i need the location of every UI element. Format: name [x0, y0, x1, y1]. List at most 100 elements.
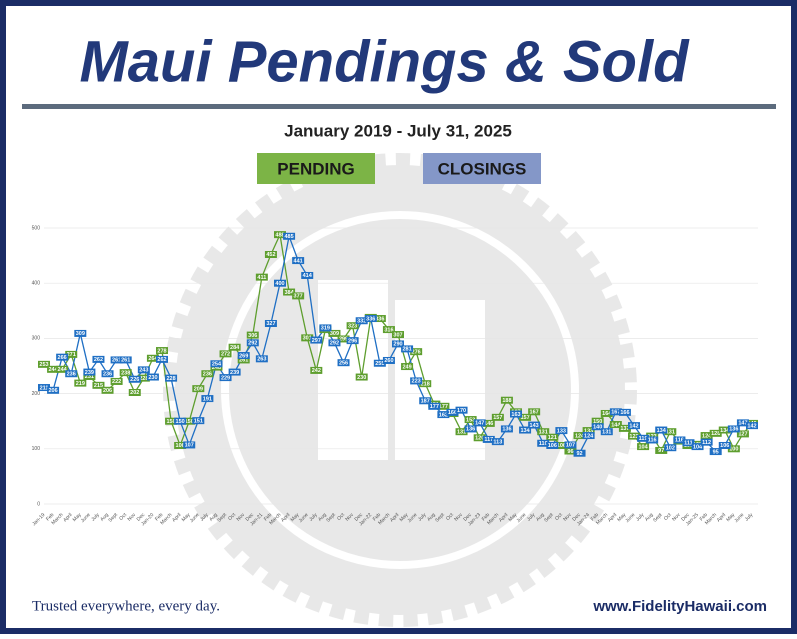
value-label-box: [727, 425, 740, 433]
x-tick-label: Dec: [354, 512, 365, 523]
value-label-box: [110, 377, 123, 385]
value-label-box: [546, 433, 559, 441]
value-label-box: [364, 315, 377, 323]
value-label-box: [165, 417, 178, 425]
value-label-box: [428, 402, 441, 410]
value-label: 254: [212, 362, 222, 368]
x-tick-label: Aug: [426, 512, 437, 523]
value-label: 124: [702, 433, 712, 439]
value-label: 299: [339, 337, 348, 343]
value-label: 136: [502, 427, 511, 433]
value-label: 162: [439, 412, 448, 418]
value-label-box: [419, 380, 432, 388]
value-label-box: [382, 356, 395, 364]
value-label: 231: [85, 374, 94, 380]
legend-label: CLOSINGS: [438, 159, 527, 178]
legend-swatch: [257, 153, 375, 184]
value-label: 332: [357, 318, 366, 324]
value-label-box: [237, 352, 250, 360]
x-tick-label: Oct: [445, 512, 455, 522]
value-label-box: [491, 413, 504, 421]
value-label: 226: [130, 377, 139, 383]
value-label-box: [328, 339, 341, 347]
value-label: 187: [421, 399, 430, 405]
x-tick-label: July: [90, 512, 101, 523]
value-label-box: [74, 329, 87, 337]
value-label-box: [528, 408, 541, 416]
x-tick-label: Nov: [562, 512, 573, 523]
value-label-box: [410, 377, 423, 385]
value-label-box: [464, 425, 477, 433]
value-label-box: [165, 374, 178, 382]
y-tick-label: 0: [37, 501, 40, 507]
value-label-box: [128, 375, 141, 383]
x-tick-label: April: [389, 512, 400, 523]
value-label: 142: [747, 423, 756, 429]
value-label-box: [255, 273, 268, 281]
y-tick-label: 200: [32, 391, 41, 397]
value-label-box: [255, 355, 268, 363]
value-label-box: [292, 257, 305, 265]
value-label-box: [709, 429, 722, 437]
x-tick-label: Aug: [208, 512, 219, 523]
value-label: 414: [303, 273, 313, 279]
value-label: 188: [502, 398, 511, 404]
value-label: 272: [221, 352, 230, 358]
value-label-box: [38, 384, 50, 392]
value-label: 151: [194, 418, 203, 424]
value-label-box: [137, 374, 150, 382]
value-label: 253: [39, 362, 48, 368]
x-tick-label: April: [62, 512, 73, 523]
x-tick-label: Sept: [216, 512, 228, 524]
x-tick-label: Dec: [571, 512, 582, 523]
value-label: 215: [94, 383, 103, 389]
x-tick-label: Feb: [45, 512, 55, 522]
x-tick-label: April: [171, 512, 182, 523]
x-tick-label: Oct: [663, 512, 673, 522]
value-label-box: [74, 379, 87, 387]
x-tick-label: Oct: [554, 512, 564, 522]
value-label-box: [609, 421, 622, 429]
value-label: 411: [257, 275, 266, 281]
value-label-box: [119, 369, 132, 377]
value-label: 177: [439, 404, 448, 410]
value-label-box: [500, 425, 513, 433]
value-label: 131: [666, 429, 675, 435]
value-label-box: [201, 370, 214, 378]
value-label: 230: [148, 375, 157, 381]
value-label-box: [38, 360, 50, 368]
value-label-box: [482, 435, 495, 443]
value-label-box: [101, 386, 114, 394]
value-label: 261: [112, 358, 121, 364]
value-label: 242: [312, 368, 321, 374]
value-label-box: [455, 406, 468, 414]
value-label: 133: [584, 428, 593, 434]
value-label: 238: [121, 370, 130, 376]
value-label: 319: [321, 326, 330, 332]
value-label: 102: [666, 445, 675, 451]
value-label: 255: [375, 361, 384, 367]
value-label: 131: [602, 429, 611, 435]
value-label: 260: [384, 358, 393, 364]
value-label-box: [582, 427, 595, 435]
x-tick-label: April: [280, 512, 291, 523]
value-label-box: [355, 373, 368, 381]
x-tick-label: Nov: [236, 512, 247, 523]
value-label: 228: [139, 376, 148, 382]
value-label: 262: [157, 357, 166, 363]
x-tick-label: Aug: [535, 512, 546, 523]
value-label: 111: [684, 440, 693, 446]
value-label: 136: [466, 427, 475, 433]
value-label-box: [664, 444, 677, 452]
value-label: 244: [48, 367, 58, 373]
value-label: 116: [675, 438, 684, 444]
x-tick-label: Feb: [154, 512, 164, 522]
value-label-box: [500, 396, 513, 404]
value-label-box: [691, 443, 704, 451]
value-label: 167: [530, 410, 539, 416]
value-label-box: [183, 417, 196, 425]
value-label-box: [664, 428, 677, 436]
value-label: 119: [639, 436, 648, 442]
value-label: 144: [611, 422, 621, 428]
value-label: 485: [284, 234, 293, 240]
